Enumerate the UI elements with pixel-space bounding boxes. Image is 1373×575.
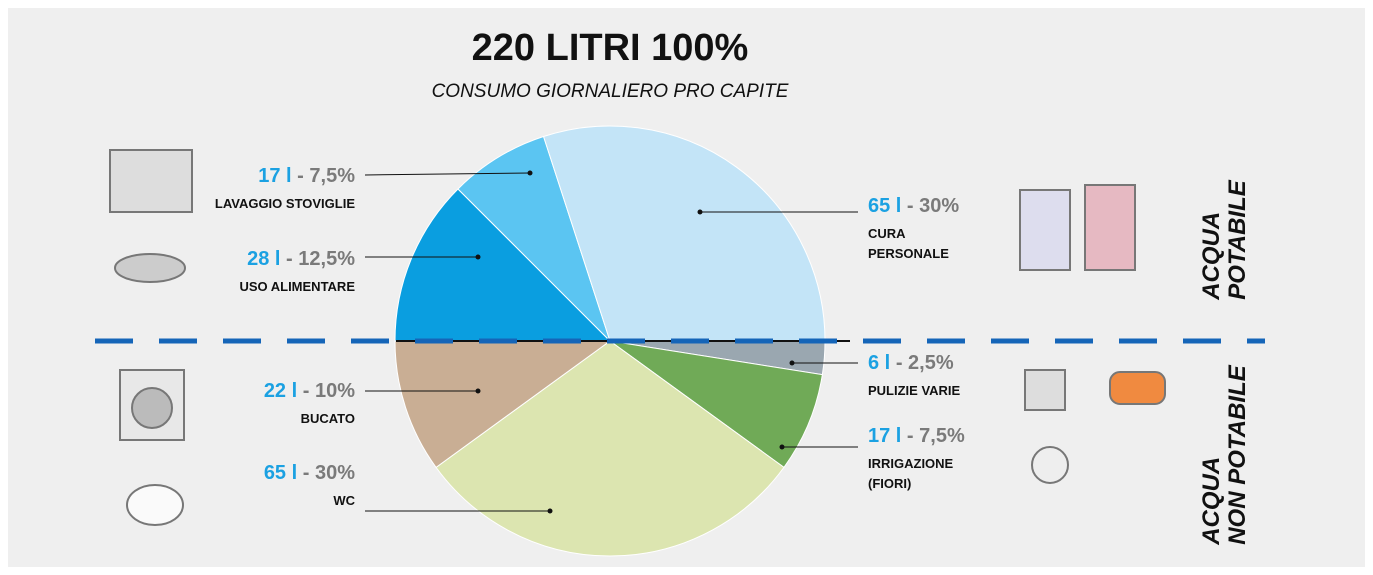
category-label: USO ALIMENTARE: [239, 277, 355, 297]
label-values: 65 l - 30%: [264, 462, 355, 485]
chart: 220 LITRI 100% CONSUMO GIORNALIERO PRO C…: [0, 0, 1373, 575]
separator: -: [303, 380, 310, 402]
side-label-line: POTABILE: [1225, 180, 1251, 300]
separator: -: [907, 425, 914, 447]
volume-label: 6 l: [868, 352, 890, 374]
separator: -: [286, 248, 293, 270]
icon-sink: [1020, 190, 1070, 270]
icon-washer-drum: [132, 388, 172, 428]
slice-label: 17 l - 7,5% LAVAGGIO STOVIGLIE: [215, 165, 355, 214]
category-label: BUCATO: [264, 409, 355, 429]
value-label: 7,5%: [309, 165, 355, 187]
value-label: 2,5%: [908, 352, 954, 374]
icon-car: [1110, 372, 1165, 404]
category-label: PULIZIE VARIE: [868, 381, 960, 401]
volume-label: 22 l: [264, 380, 297, 402]
separator: -: [907, 195, 914, 217]
volume-label: 17 l: [868, 425, 901, 447]
page: {"chart_data": {"type": "pie", "title": …: [0, 0, 1373, 575]
slice-label: 6 l - 2,5% PULIZIE VARIE: [868, 352, 960, 401]
label-values: 28 l - 12,5%: [239, 248, 355, 271]
separator: -: [297, 165, 304, 187]
slice-label: 65 l - 30% CURA PERSONALE: [868, 195, 978, 264]
slice-label: 65 l - 30% WC: [264, 462, 355, 511]
label-values: 17 l - 7,5%: [868, 425, 968, 448]
separator: -: [303, 462, 310, 484]
icon-mop: [1025, 370, 1065, 410]
chart-subtitle: CONSUMO GIORNALIERO PRO CAPITE: [432, 81, 789, 102]
category-label: WC: [264, 491, 355, 511]
label-values: 6 l - 2,5%: [868, 352, 960, 375]
icon-shower: [1085, 185, 1135, 270]
leader-dot: [790, 361, 795, 366]
value-label: 12,5%: [298, 248, 355, 270]
slice-label: 17 l - 7,5% IRRIGAZIONE (FIORI): [868, 425, 968, 494]
chart-title: 220 LITRI 100%: [472, 27, 749, 69]
value-label: 30%: [315, 462, 355, 484]
icon-wc: [127, 485, 183, 525]
icon-gardener: [1032, 447, 1068, 483]
category-label: CURA PERSONALE: [868, 224, 978, 264]
value-label: 7,5%: [919, 425, 965, 447]
slice-label: 28 l - 12,5% USO ALIMENTARE: [239, 248, 355, 297]
volume-label: 28 l: [247, 248, 280, 270]
volume-label: 17 l: [258, 165, 291, 187]
side-label-line: ACQUA: [1199, 180, 1225, 300]
value-label: 30%: [919, 195, 959, 217]
label-values: 65 l - 30%: [868, 195, 978, 218]
leader-dot: [548, 509, 553, 514]
category-label: LAVAGGIO STOVIGLIE: [215, 194, 355, 214]
leader-dot: [476, 255, 481, 260]
icon-dishwasher: [110, 150, 192, 212]
leader-dot: [476, 389, 481, 394]
side-label-line: NON POTABILE: [1225, 365, 1251, 545]
label-values: 22 l - 10%: [264, 380, 355, 403]
value-label: 10%: [315, 380, 355, 402]
separator: -: [896, 352, 903, 374]
leader-dot: [528, 171, 533, 176]
icon-bowl: [115, 254, 185, 282]
leader-dot: [698, 210, 703, 215]
leader-dot: [780, 445, 785, 450]
side-label-line: ACQUA: [1199, 365, 1225, 545]
volume-label: 65 l: [264, 462, 297, 484]
label-values: 17 l - 7,5%: [215, 165, 355, 188]
volume-label: 65 l: [868, 195, 901, 217]
slice-label: 22 l - 10% BUCATO: [264, 380, 355, 429]
category-label: IRRIGAZIONE (FIORI): [868, 454, 968, 494]
